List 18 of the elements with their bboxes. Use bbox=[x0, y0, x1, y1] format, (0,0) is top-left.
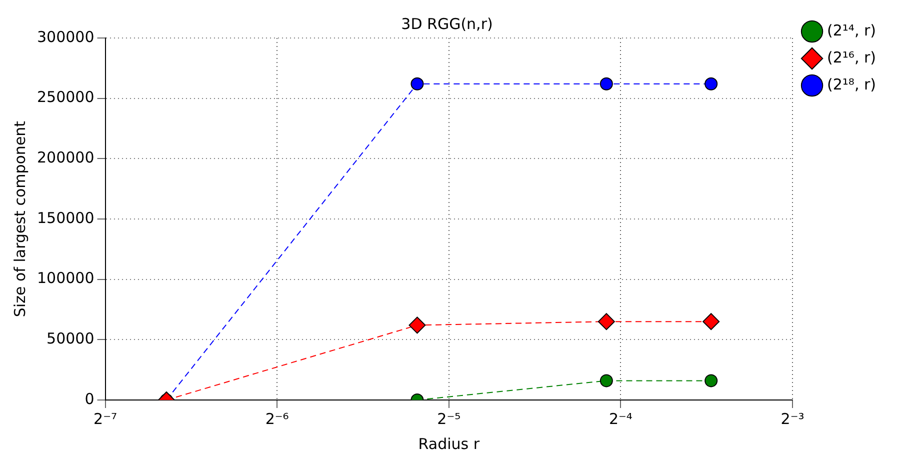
y-tick-label: 0 bbox=[84, 390, 94, 408]
x-tick-label: 2⁻⁶ bbox=[265, 410, 289, 428]
y-tick-label: 100000 bbox=[36, 269, 94, 288]
x-tick-label: 2⁻³ bbox=[780, 410, 804, 428]
y-tick-label: 200000 bbox=[36, 148, 94, 167]
y-tick-label: 250000 bbox=[36, 88, 94, 106]
legend-label: (2¹⁸, r) bbox=[827, 75, 876, 94]
legend-label: (2¹⁶, r) bbox=[827, 48, 876, 66]
legend-label: (2¹⁴, r) bbox=[827, 21, 876, 40]
y-tick-label: 50000 bbox=[46, 330, 94, 348]
x-tick-label: 2⁻⁴ bbox=[608, 410, 632, 428]
x-axis-title: Radius r bbox=[418, 434, 480, 453]
x-tick-label: 2⁻⁵ bbox=[437, 410, 461, 428]
y-tick-label: 150000 bbox=[36, 208, 94, 227]
x-tick-label: 2⁻⁷ bbox=[94, 410, 118, 428]
y-tick-label: 300000 bbox=[36, 28, 94, 46]
y-axis-title: Size of largest component bbox=[10, 120, 29, 318]
chart-title: 3D RGG(n,r) bbox=[401, 14, 493, 33]
